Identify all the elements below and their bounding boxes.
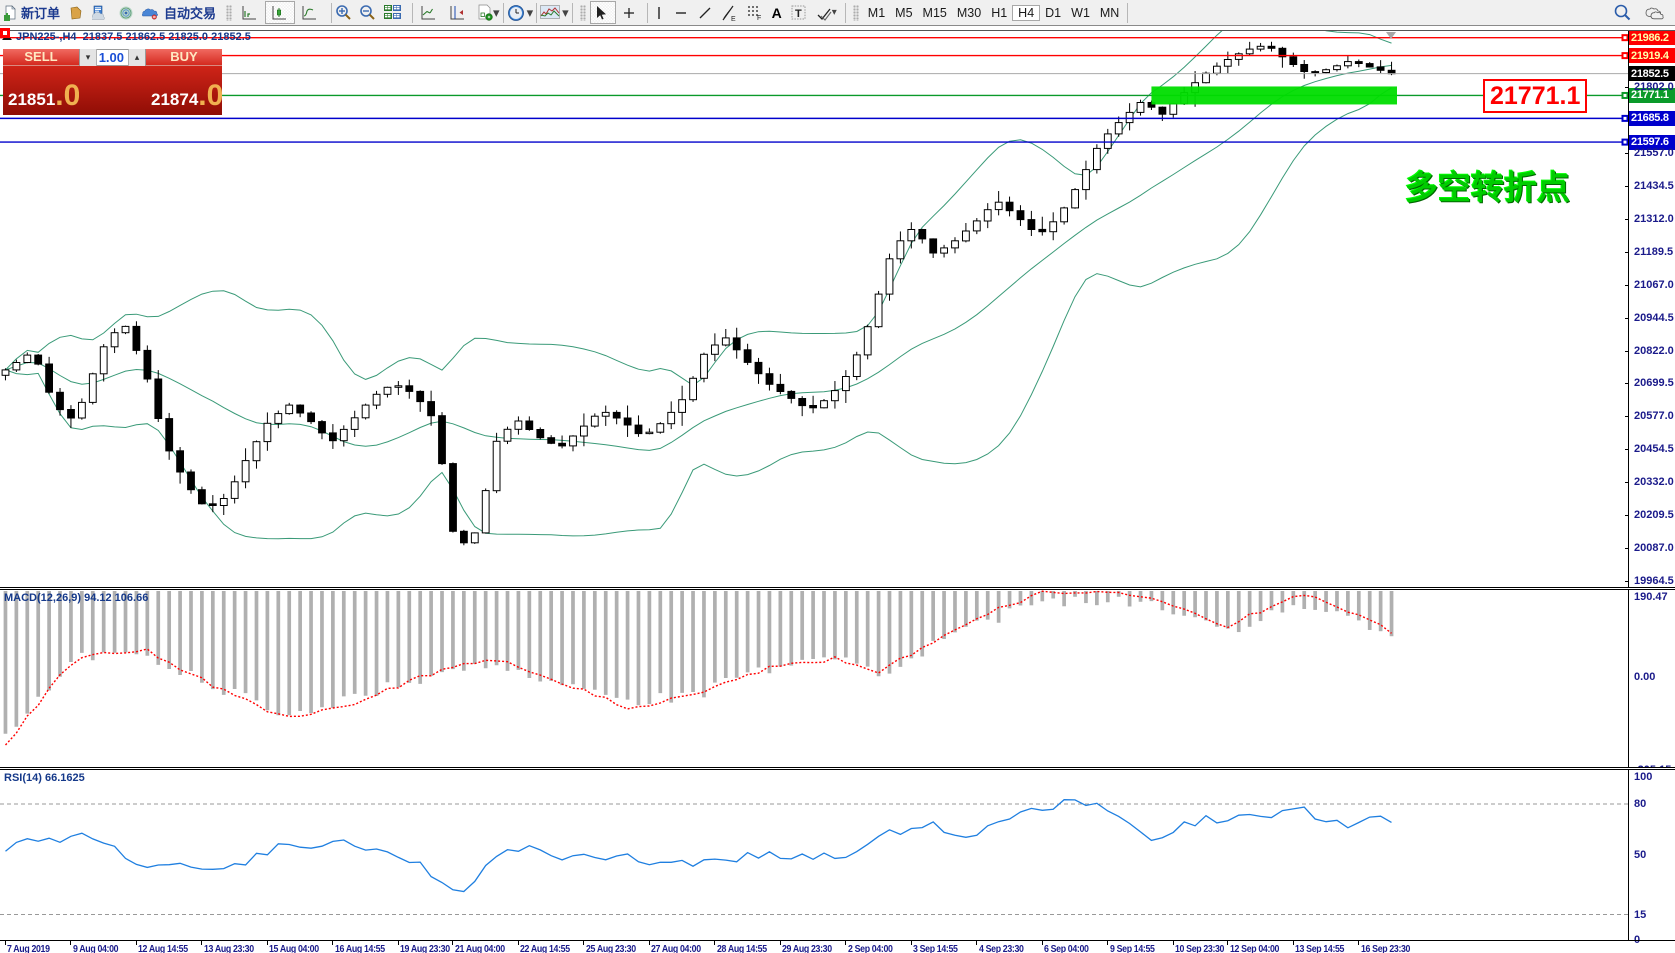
svg-text:F: F xyxy=(757,15,761,21)
svg-text:E: E xyxy=(731,16,736,21)
svg-text:T: T xyxy=(795,8,802,20)
